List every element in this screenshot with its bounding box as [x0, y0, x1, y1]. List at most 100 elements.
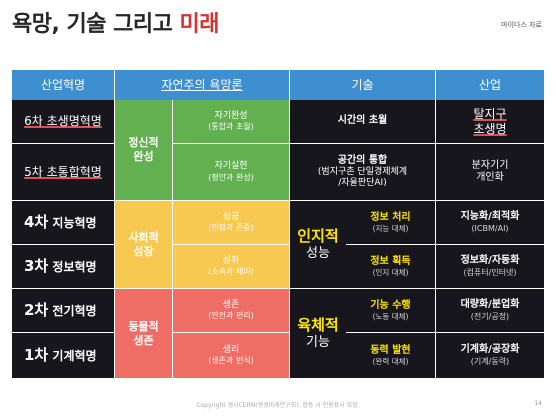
desire-success-sub: (인정과 존중)	[208, 223, 254, 233]
revolution-1-num: 1차	[24, 346, 49, 365]
desire-self-realization-main: 자기실현	[214, 161, 248, 172]
tech-group-physical-sub: 기능	[306, 334, 330, 350]
tech-info-acquisition: 정보 획득 (인지 대체)	[346, 245, 436, 289]
title-highlight: 미래	[179, 12, 220, 37]
industry-dejigu-line2: 초생명	[473, 121, 507, 136]
tech-motion-execution-sub: (노동 대체)	[372, 312, 409, 322]
header-revolution: 산업혁명	[12, 70, 115, 100]
revolution-1: 1차 기계혁명	[12, 333, 115, 378]
industry-intelligence: 지능화/최적화 (ICBM/AI)	[436, 201, 544, 245]
desire-self-completion-main: 자기완성	[214, 110, 248, 121]
desire-group-animal: 동물적 생존	[115, 289, 173, 378]
industry-mechanization-sub: (기계/동력)	[470, 356, 510, 366]
desire-achievement-main: 성취	[222, 255, 240, 266]
industry-informatization-main: 정보화/자동화	[460, 255, 520, 267]
desire-group-spiritual: 정신적 완성	[115, 100, 173, 201]
tech-transcend-time: 시간의 초월	[290, 100, 436, 144]
desire-self-completion-sub: (통합과 초월)	[208, 122, 254, 132]
industry-molecular-line1: 분자기기	[471, 159, 509, 171]
header-desire: 자연주의 욕망론	[115, 70, 290, 100]
desire-survival-sub: (안전과 편리)	[208, 311, 254, 321]
page-title: 욕망, 기술 그리고 미래	[12, 6, 220, 38]
revolution-2-label: 전기혁명	[48, 304, 97, 319]
tech-space-integration: 공간의 통합 (범지구촌 단일경제체계 /자율판단AI)	[290, 144, 436, 201]
tech-power-generation: 동력 발현 (완력 대체)	[346, 333, 436, 378]
tech-space-integration-line2: /자율판단AI)	[338, 178, 387, 189]
industry-mass-production-main: 대량화/분업화	[460, 299, 520, 311]
industry-intelligence-sub: (ICBM/AI)	[471, 223, 509, 233]
desire-achievement-sub: (소속과 재미)	[208, 267, 254, 277]
industry-molecular: 분자기기 개인화	[436, 144, 544, 201]
desire-group-social-line2: 성장	[133, 244, 154, 258]
desire-success: 성공 (인정과 존중)	[173, 201, 290, 245]
tech-power-generation-sub: (완력 대체)	[372, 357, 409, 367]
desire-self-completion: 자기완성 (통합과 초월)	[173, 100, 290, 144]
tech-info-processing: 정보 처리 (지능 대체)	[346, 201, 436, 245]
tech-motion-execution: 기능 수행 (노동 대체)	[346, 289, 436, 333]
revolution-3-num: 3차	[24, 257, 49, 276]
tech-group-cognitive: 인지적 성능	[290, 201, 346, 289]
revolution-2-num: 2차	[24, 301, 49, 320]
revolution-4-num: 4차	[24, 213, 49, 232]
revolution-6-label: 6차 초생명혁명	[24, 114, 102, 128]
tech-info-acquisition-main: 정보 획득	[370, 255, 411, 267]
desire-success-main: 성공	[222, 211, 240, 222]
revolution-4-label: 지능혁명	[48, 216, 97, 231]
industry-informatization: 정보화/자동화 (컴퓨터/인터넷)	[436, 245, 544, 289]
desire-group-animal-line2: 생존	[133, 333, 154, 347]
revolution-1-label: 기계혁명	[48, 349, 97, 364]
tech-group-physical: 육체적 기능	[290, 289, 346, 378]
desire-achievement: 성취 (소속과 재미)	[173, 245, 290, 289]
desire-group-animal-line1: 동물적	[128, 319, 159, 333]
industry-informatization-sub: (컴퓨터/인터넷)	[463, 267, 517, 277]
revolution-5-label: 5차 초통합혁명	[24, 164, 102, 179]
tech-group-cognitive-main: 인지적	[297, 227, 339, 245]
industry-intelligence-main: 지능화/최적화	[460, 211, 520, 223]
industry-dejigu: 탈지구 초생명	[436, 100, 544, 144]
header-industry-label: 산업	[478, 77, 502, 92]
industry-mass-production: 대량화/분업화 (전기/공정)	[436, 289, 544, 333]
tech-transcend-time-label: 시간의 초월	[337, 115, 388, 127]
tech-info-acquisition-sub: (인지 대체)	[372, 268, 409, 278]
header-technology-label: 기술	[351, 77, 374, 92]
desire-group-social: 사회적 성장	[115, 201, 173, 289]
header-industry: 산업	[436, 70, 544, 100]
tech-group-physical-main: 육체적	[297, 316, 339, 334]
desire-survival: 생존 (안전과 편리)	[173, 289, 290, 333]
tech-motion-execution-main: 기능 수행	[370, 299, 411, 311]
revolution-5: 5차 초통합혁명	[12, 144, 115, 201]
industry-mechanization: 기계화/공장화 (기계/동력)	[436, 333, 544, 378]
revolution-3: 3차 정보혁명	[12, 245, 115, 289]
desire-physiology-sub: (생존과 번식)	[208, 356, 254, 366]
header-desire-label: 자연주의 욕망론	[161, 77, 243, 92]
revolution-table: 산업혁명 자연주의 욕망론 기술 산업 6차 초생명혁명 5차 초통합혁명 4차…	[12, 70, 544, 378]
revolution-6: 6차 초생명혁명	[12, 100, 115, 144]
header-revolution-label: 산업혁명	[40, 77, 86, 92]
tech-space-integration-line1: (범지구촌 단일경제체계	[317, 167, 408, 177]
revolution-2: 2차 전기혁명	[12, 289, 115, 333]
desire-physiology-main: 생리	[222, 344, 240, 355]
industry-mass-production-sub: (전기/공정)	[470, 311, 510, 321]
title-prefix: 욕망, 기술 그리고	[12, 12, 180, 37]
revolution-4: 4차 지능혁명	[12, 201, 115, 245]
tech-info-processing-sub: (지능 대체)	[372, 224, 409, 234]
tech-power-generation-main: 동력 발현	[370, 344, 411, 356]
desire-physiology: 생리 (생존과 번식)	[173, 333, 290, 378]
desire-self-realization: 자기실현 (평안과 완성)	[173, 144, 290, 201]
industry-dejigu-line1: 탈지구	[473, 106, 507, 121]
industry-molecular-line2: 개인화	[476, 172, 504, 183]
brand-label: 마이다스 자료	[501, 21, 542, 29]
desire-group-spiritual-line1: 정신적	[128, 136, 159, 150]
tech-info-processing-main: 정보 처리	[370, 211, 411, 223]
tech-space-integration-title: 공간의 통합	[337, 154, 388, 166]
industry-mechanization-main: 기계화/공장화	[460, 344, 520, 356]
tech-group-cognitive-sub: 성능	[306, 245, 330, 261]
header-technology: 기술	[290, 70, 436, 100]
desire-group-social-line1: 사회적	[128, 230, 159, 244]
revolution-3-label: 정보혁명	[48, 260, 97, 275]
footer-copyright: Copyright 생시CERN(생생미래연구회). 협동 시 인용표시 요망.	[196, 402, 360, 409]
desire-survival-main: 생존	[222, 299, 240, 310]
page-number: 14	[534, 400, 542, 407]
desire-group-spiritual-line2: 완성	[133, 150, 154, 163]
desire-self-realization-sub: (평안과 완성)	[208, 172, 254, 182]
